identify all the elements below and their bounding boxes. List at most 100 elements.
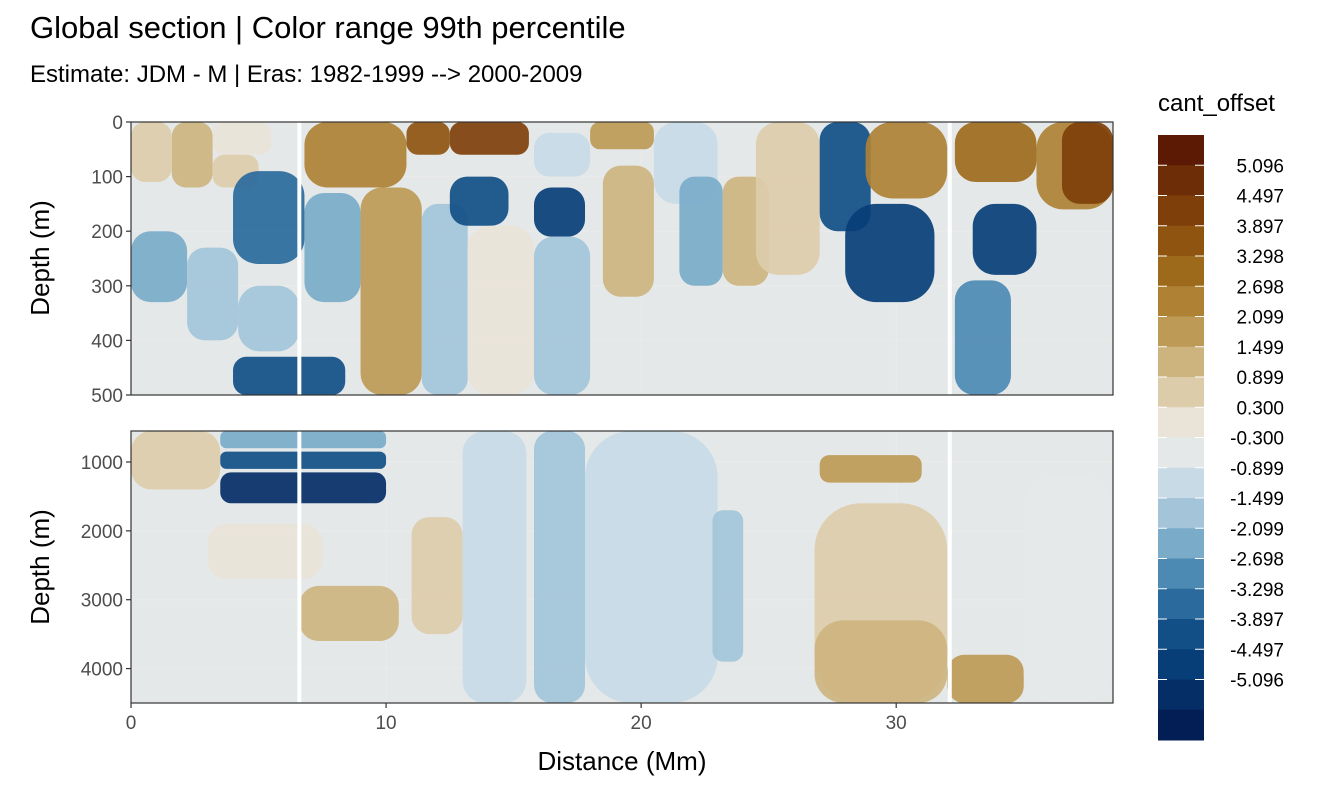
y-tick-label: 100 [91,168,123,189]
contour-region [755,122,820,275]
legend-swatch [1158,316,1204,348]
contour-region [299,585,399,642]
panel-2 [131,431,1113,703]
x-tick-label: 30 [886,713,907,734]
contour-region [679,176,723,286]
y-tick-label: 400 [91,331,123,352]
legend-title: cant_offset [1158,90,1275,117]
contour-region [819,455,922,483]
y-axis-label-top: Depth (m) [25,200,55,316]
legend-swatch [1158,679,1204,711]
legend-label: -1.499 [1230,489,1284,510]
contour-region [212,122,272,155]
contour-region [467,225,535,395]
legend-swatch [1158,377,1204,408]
contour-region [220,431,387,449]
legend-label: -0.899 [1230,459,1284,480]
legend-swatch [1158,346,1204,378]
contour-region [602,165,654,297]
legend-swatch [1158,588,1204,620]
legend-label: 3.298 [1236,247,1284,268]
contour-region [1061,122,1113,204]
y-axis-label-bottom: Depth (m) [25,509,55,625]
y-tick-label: 200 [91,222,123,243]
contour-region [233,356,346,395]
legend-label: -5.096 [1230,671,1284,692]
legend-swatch [1158,225,1204,257]
legend-swatch [1158,467,1204,499]
legend-swatch [1158,649,1204,680]
contour-region [220,451,387,469]
contour-region [187,247,239,341]
y-tick-label: 500 [91,386,123,407]
contour-region [947,654,1024,703]
legend-label: 0.300 [1236,398,1284,419]
panel-border [130,121,1114,396]
contour-region [972,203,1037,275]
contour-region [954,122,1037,183]
chart-title: Global section | Color range 99th percen… [30,10,626,45]
legend-label: -4.497 [1230,640,1284,661]
contour-region [462,431,527,703]
contour-region [238,285,300,352]
legend-label: -2.099 [1230,519,1284,540]
legend-swatch [1158,195,1204,227]
legend-swatch [1158,407,1204,438]
legend-swatch [1158,498,1204,529]
legend-swatch [1158,528,1204,559]
contour-region [449,176,509,226]
x-axis-label: Distance (Mm) [537,746,706,776]
contour-region [233,171,305,264]
legend-label: -3.298 [1230,580,1284,601]
contour-region [131,122,172,183]
chart-subtitle: Estimate: JDM - M | Eras: 1982-1999 --> … [30,61,583,88]
legend-swatch [1158,619,1204,650]
y-tick-label: 3000 [81,591,123,612]
legend-swatch [1158,709,1204,741]
legend-label: 5.096 [1236,156,1284,177]
legend-label: 0.899 [1236,368,1284,389]
contour-region [171,122,213,188]
panel-border [130,430,1114,704]
contour-region [1023,475,1113,703]
contour-region [304,122,407,188]
contour-region [406,122,450,155]
legend-label: 3.897 [1236,217,1284,238]
contour-region [207,523,323,580]
panels [130,121,1114,704]
legend-label: 1.499 [1236,338,1284,359]
contour-region [360,187,422,395]
legend-swatch [1158,558,1204,590]
y-tick-label: 1000 [81,453,123,474]
contour-region [585,431,718,703]
y-tick-label: 0 [112,113,123,134]
x-tick-label: 10 [375,713,396,734]
contour-region [304,192,361,303]
contour-region [845,203,935,303]
legend-label: -3.897 [1230,610,1284,631]
contour-region [954,280,1011,395]
contour-region [534,236,591,395]
contour-region [534,132,591,177]
contour-region [819,122,871,232]
contour-region [534,187,586,237]
x-tick-label: 20 [631,713,652,734]
legend-label: 2.698 [1236,277,1284,298]
y-tick-label: 300 [91,277,123,298]
y-tick-label: 2000 [81,522,123,543]
legend-label: 2.099 [1236,308,1284,329]
contour-region [590,122,654,150]
contour-region [411,517,463,635]
legend-label: 4.497 [1236,187,1284,208]
contour-region [865,122,948,199]
legend-swatch [1158,437,1204,469]
contour-region [449,122,529,155]
panel-1 [131,122,1113,395]
legend-swatch [1158,286,1204,317]
contour-region [131,231,188,303]
contour-region [534,431,586,703]
contour-region [814,620,948,703]
legend-label: -2.698 [1230,550,1284,571]
contour-region [712,510,744,662]
